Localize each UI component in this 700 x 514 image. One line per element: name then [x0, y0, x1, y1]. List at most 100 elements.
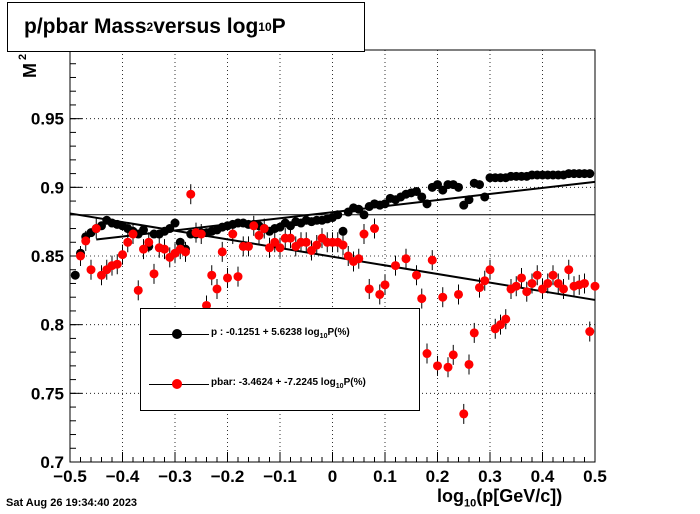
data-point-pbar: [422, 349, 432, 359]
data-point-pbar: [427, 255, 437, 265]
y-tick-label: 0.8: [40, 316, 64, 335]
data-point-pbar: [139, 244, 148, 254]
x-tick-label: 0.1: [373, 467, 397, 486]
data-point-pbar: [548, 270, 558, 280]
data-point-pbar: [112, 259, 122, 269]
data-point-pbar: [275, 243, 285, 253]
data-point-pbar: [249, 221, 259, 231]
data-point-pbar: [186, 189, 196, 199]
data-point-p: [139, 225, 148, 235]
data-point-pbar: [459, 409, 469, 419]
x-tick-label: −0.5: [53, 467, 87, 486]
data-point-pbar: [475, 283, 484, 293]
data-point-pbar: [359, 229, 369, 239]
data-point-pbar: [433, 361, 442, 371]
data-point-p: [464, 195, 474, 205]
data-point-pbar: [527, 278, 537, 288]
data-point-pbar: [196, 229, 206, 239]
data-point-pbar: [244, 241, 253, 251]
legend-entry-pbar: pbar: -3.4624 + -7.2245 log10P(%): [141, 374, 419, 394]
data-point-pbar: [354, 254, 364, 264]
data-point-pbar: [522, 287, 532, 297]
data-point-pbar: [511, 281, 521, 291]
data-point-pbar: [301, 237, 311, 247]
data-point-pbar: [391, 261, 400, 271]
data-point-pbar: [364, 284, 374, 294]
x-tick-label: −0.3: [158, 467, 192, 486]
data-point-pbar: [91, 224, 101, 234]
data-point-pbar: [228, 229, 238, 239]
legend: p : -0.1251 + 5.6238 log10P(%) pbar: -3.…: [140, 308, 420, 411]
data-point-pbar: [517, 273, 526, 283]
data-point-pbar: [212, 284, 222, 294]
data-point-pbar: [380, 280, 390, 290]
data-point-pbar: [86, 265, 96, 275]
y-tick-label: 0.75: [31, 384, 64, 403]
data-point-pbar: [76, 251, 85, 261]
x-tick-label: 0: [328, 467, 337, 486]
data-point-p: [585, 169, 595, 179]
x-tick-label: 0.3: [478, 467, 502, 486]
legend-entry-p: p : -0.1251 + 5.6238 log10P(%): [141, 324, 419, 344]
x-tick-label: 0.5: [583, 467, 607, 486]
data-point-pbar: [501, 314, 511, 324]
data-point-pbar: [118, 250, 127, 260]
date-stamp: Sat Aug 26 19:34:40 2023: [6, 497, 138, 509]
data-point-pbar: [223, 273, 232, 283]
legend-label-p: p : -0.1251 + 5.6238 log10P(%): [211, 327, 350, 340]
data-point-p: [333, 210, 343, 220]
data-point-pbar: [233, 272, 243, 282]
data-point-p: [338, 226, 348, 236]
data-point-pbar: [123, 237, 133, 247]
data-point-pbar: [564, 265, 574, 275]
data-point-pbar: [254, 230, 264, 240]
data-point-pbar: [448, 350, 458, 360]
x-tick-label: 0.2: [426, 467, 450, 486]
data-point-pbar: [81, 236, 91, 246]
data-point-pbar: [559, 284, 568, 294]
data-point-pbar: [312, 240, 322, 250]
data-point-pbar: [181, 247, 190, 257]
data-point-p: [359, 210, 369, 220]
chart-title: p/pbar Mass 2 versus log 10 P: [7, 2, 365, 52]
legend-marker-red: [172, 379, 182, 389]
data-point-pbar: [375, 289, 385, 299]
data-point-pbar: [464, 359, 474, 369]
data-point-p: [422, 199, 432, 209]
data-point-pbar: [480, 276, 490, 286]
y-tick-label: 0.7: [40, 453, 64, 472]
data-point-pbar: [412, 270, 421, 280]
y-tick-label: 0.9: [40, 178, 64, 197]
data-point-p: [475, 180, 484, 190]
data-point-pbar: [217, 247, 227, 257]
data-point-pbar: [338, 240, 348, 250]
data-point-pbar: [580, 278, 589, 288]
data-point-pbar: [207, 270, 217, 280]
data-point-pbar: [128, 229, 138, 239]
data-point-p: [170, 218, 180, 228]
x-tick-label: −0.4: [106, 467, 140, 486]
data-point-pbar: [532, 270, 542, 280]
data-point-p: [70, 270, 80, 280]
data-point-pbar: [144, 237, 154, 247]
x-tick-label: 0.4: [531, 467, 555, 486]
data-point-pbar: [543, 278, 553, 288]
y-tick-label: 0.95: [31, 110, 64, 129]
data-point-p: [454, 182, 463, 192]
data-point-pbar: [133, 285, 143, 295]
data-point-pbar: [401, 254, 411, 264]
data-point-pbar: [443, 362, 453, 372]
data-point-pbar: [590, 281, 600, 291]
legend-marker-black: [172, 329, 182, 339]
data-point-pbar: [469, 328, 479, 338]
data-point-p: [480, 192, 490, 202]
data-point-pbar: [485, 265, 495, 275]
data-point-p: [417, 192, 427, 202]
data-point-pbar: [149, 269, 159, 279]
y-axis-title-sup: 2: [17, 54, 29, 60]
x-tick-label: −0.1: [263, 467, 297, 486]
data-point-pbar: [585, 327, 595, 337]
data-point-pbar: [160, 244, 169, 254]
data-point-pbar: [202, 300, 211, 310]
